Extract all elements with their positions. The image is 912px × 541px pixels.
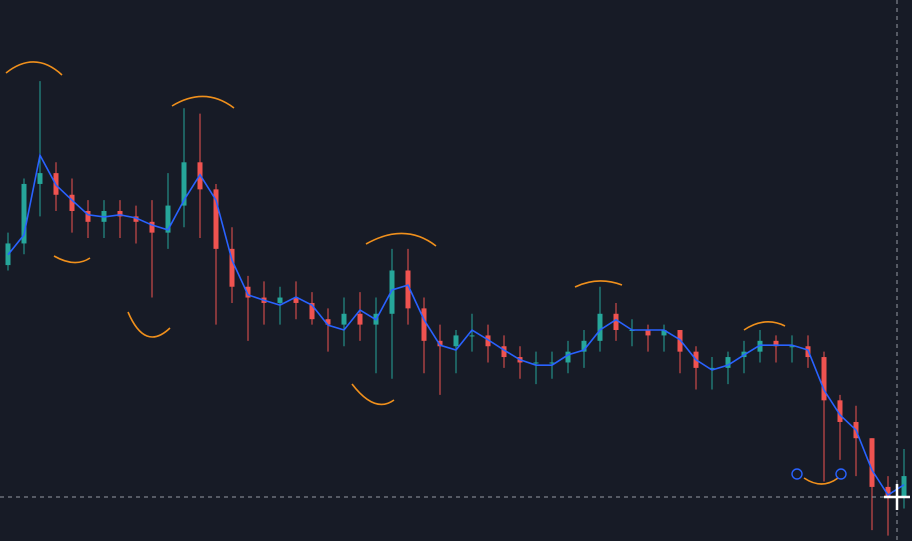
candle-body <box>533 362 539 364</box>
arc <box>365 232 437 247</box>
candle-body <box>757 340 763 352</box>
candle-body <box>293 297 299 303</box>
candle-body <box>69 194 75 211</box>
candle-body <box>21 183 27 244</box>
candle-body <box>597 313 603 341</box>
candle-body <box>725 357 731 368</box>
point-marker <box>835 468 847 480</box>
candle-body <box>469 335 475 337</box>
arc <box>803 477 839 485</box>
point-marker <box>791 468 803 480</box>
candle-body <box>869 438 875 487</box>
candle-body <box>181 162 187 206</box>
candle-body <box>149 221 155 233</box>
candle-body <box>389 270 395 314</box>
candle-body <box>277 297 283 303</box>
candle-body <box>229 248 235 287</box>
candle-body <box>421 308 427 341</box>
moving-average-line <box>7 152 905 497</box>
candle-body <box>165 205 171 233</box>
candle-body <box>613 313 619 331</box>
candle-body <box>789 346 795 348</box>
candle-body <box>773 340 779 347</box>
candle-body <box>405 270 411 309</box>
candle-body <box>549 362 555 364</box>
arc <box>53 255 91 264</box>
candle-body <box>709 367 715 369</box>
candle-body <box>133 216 139 222</box>
arc <box>574 280 623 288</box>
arc <box>127 311 171 338</box>
candle-body <box>581 340 587 352</box>
candle-body <box>645 330 651 336</box>
candle-body <box>485 335 491 347</box>
candle-body <box>37 173 43 184</box>
candle-body <box>437 340 443 347</box>
candle-body <box>341 313 347 325</box>
candle-body <box>309 302 315 320</box>
candle-body <box>901 476 907 498</box>
arc <box>171 95 235 109</box>
plot-area <box>5 81 907 536</box>
candle-body <box>357 313 363 325</box>
arc <box>351 383 395 406</box>
candle-body <box>85 210 91 222</box>
candle-body <box>245 286 251 298</box>
arc <box>5 61 63 76</box>
candle-body <box>837 400 843 422</box>
candle-body <box>501 346 507 358</box>
candle-body <box>885 486 891 498</box>
cursor <box>884 484 910 510</box>
candle-body <box>821 357 827 401</box>
candle-body <box>453 335 459 347</box>
candle-body <box>213 189 219 249</box>
candle-body <box>565 351 571 363</box>
candle-body <box>117 210 123 217</box>
arc <box>743 321 786 331</box>
candle-body <box>325 319 331 325</box>
annotations <box>5 61 839 485</box>
candle-body <box>661 330 667 336</box>
